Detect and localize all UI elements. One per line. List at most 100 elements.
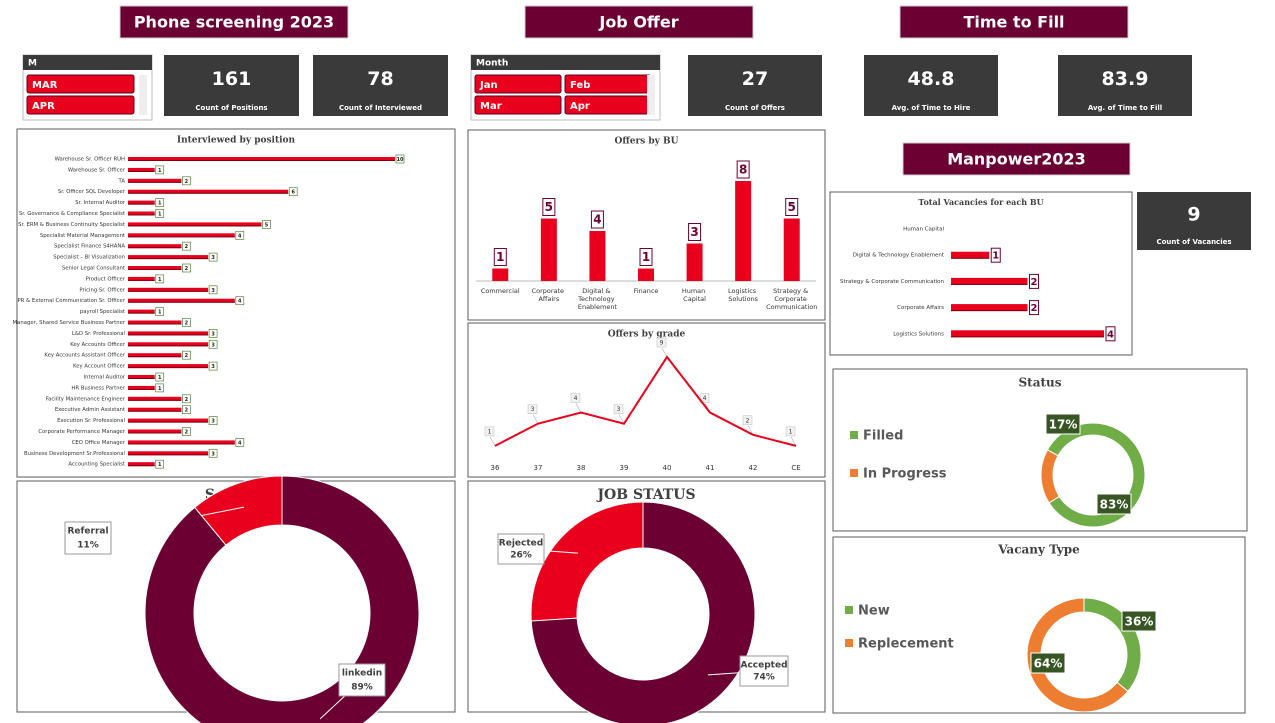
bar <box>128 331 209 336</box>
data-label-box <box>497 533 545 565</box>
value-label: 83% <box>1100 498 1129 512</box>
bar-shade <box>951 283 1028 285</box>
data-label-box <box>338 663 386 697</box>
category-label: Key Accounts Officer <box>70 342 126 348</box>
slicer-item-label: MAR <box>32 80 58 91</box>
value-label: 2 <box>185 244 189 250</box>
slicer-item[interactable] <box>474 95 562 115</box>
bar-shade <box>128 214 155 216</box>
value-label-box <box>527 404 538 414</box>
slicer-title: Month <box>476 59 508 69</box>
slicer-title: M <box>28 59 37 69</box>
value-label: 3 <box>690 225 698 239</box>
bar-shade <box>128 410 182 412</box>
bar-shade <box>128 334 209 336</box>
bar <box>951 330 1104 338</box>
category-label: Key Account Officer <box>73 364 126 370</box>
value-label: 1 <box>158 201 162 207</box>
bar-shade <box>128 443 235 445</box>
value-label: 4 <box>574 395 578 402</box>
legend-swatch <box>845 606 853 614</box>
chart-panel <box>829 191 1133 356</box>
category-label: Digital & Technology Enablement <box>853 253 945 259</box>
category-label: Internal Auditor <box>84 375 126 381</box>
bar <box>951 304 1028 312</box>
value-label-box <box>155 198 165 207</box>
legend-label: New <box>858 604 890 619</box>
bar <box>128 222 262 227</box>
value-label-box <box>235 438 245 447</box>
value-label-box <box>484 426 495 437</box>
value-label: 1 <box>158 375 162 381</box>
bar-shade <box>128 378 155 379</box>
kpi-card <box>1137 192 1251 250</box>
value-label-box <box>570 393 581 403</box>
bar <box>128 266 182 270</box>
value-label: 2 <box>185 266 189 272</box>
donut-slice <box>1026 597 1129 713</box>
category-label: L&D Sr. Professional <box>72 331 125 337</box>
bar-shade <box>128 236 235 238</box>
kpi-label: Count of Interviewed <box>339 104 422 112</box>
value-label: 1 <box>158 212 162 218</box>
chart-title: Status <box>1018 376 1061 390</box>
category-label: Manager, Shared Service Business Partner <box>13 320 126 326</box>
value-label: 3 <box>211 331 215 337</box>
x-tick-label: Human Capital <box>682 287 708 303</box>
kpi-card <box>313 55 448 116</box>
kpi-label: Avg. of Time to Fill <box>1088 104 1162 112</box>
bar <box>128 255 209 260</box>
bar-shade <box>128 170 155 172</box>
donut-slice <box>530 501 756 723</box>
header-title: Time to Fill <box>963 13 1064 32</box>
value-label-box <box>742 415 753 426</box>
value-label-box <box>208 252 218 262</box>
bar-shade <box>128 192 289 194</box>
bar-shade <box>128 399 182 401</box>
value-label: 2 <box>185 430 189 436</box>
value-label: 4 <box>238 233 242 239</box>
bar-shade <box>128 454 209 456</box>
bar-shade <box>128 247 182 249</box>
bar <box>128 342 209 347</box>
kpi-value: 161 <box>212 68 252 90</box>
category-label: Accepted <box>740 661 787 671</box>
bar <box>128 451 209 456</box>
bar-shade <box>128 312 155 314</box>
value-label: 1 <box>488 428 492 435</box>
slicer-item[interactable] <box>26 74 135 94</box>
value-label: 2 <box>746 417 750 424</box>
bar <box>128 364 209 369</box>
value-label: 1 <box>496 250 504 264</box>
category-label: TA <box>118 178 126 184</box>
leader-line <box>87 506 244 539</box>
category-label: Pricing Sr. Officer <box>79 287 125 293</box>
value-label: 3 <box>211 342 215 348</box>
bar-shade <box>128 388 155 390</box>
slicer-item-label: Jan <box>479 80 498 91</box>
value-label-box <box>639 248 653 266</box>
category-label: HR Business Partner <box>71 385 125 391</box>
chart-title: Total Vacancies for each BU <box>918 197 1043 207</box>
bar-shade <box>128 465 155 467</box>
header-title: Manpower2023 <box>947 150 1086 169</box>
value-label: 4 <box>238 440 242 446</box>
value-label-box <box>182 350 191 360</box>
bar-shade <box>128 421 209 423</box>
value-label-box <box>208 416 218 425</box>
value-label-box <box>395 154 405 164</box>
bar <box>128 375 155 379</box>
slicer-item[interactable] <box>26 95 135 115</box>
header-box <box>119 5 349 39</box>
slicer-item[interactable] <box>474 74 562 94</box>
x-tick-label: Strategy & Corporate Communication <box>766 287 817 311</box>
data-label-box <box>1096 493 1132 515</box>
chart-panel <box>467 129 826 321</box>
bar-shade <box>128 356 182 358</box>
x-tick-label: Finance <box>634 287 659 295</box>
bar <box>540 218 557 281</box>
donut-slice <box>1040 449 1060 504</box>
bar-shade <box>128 160 395 161</box>
category-label: Key Accounts Assistant Officer <box>44 353 125 359</box>
value-label-box <box>155 383 165 393</box>
